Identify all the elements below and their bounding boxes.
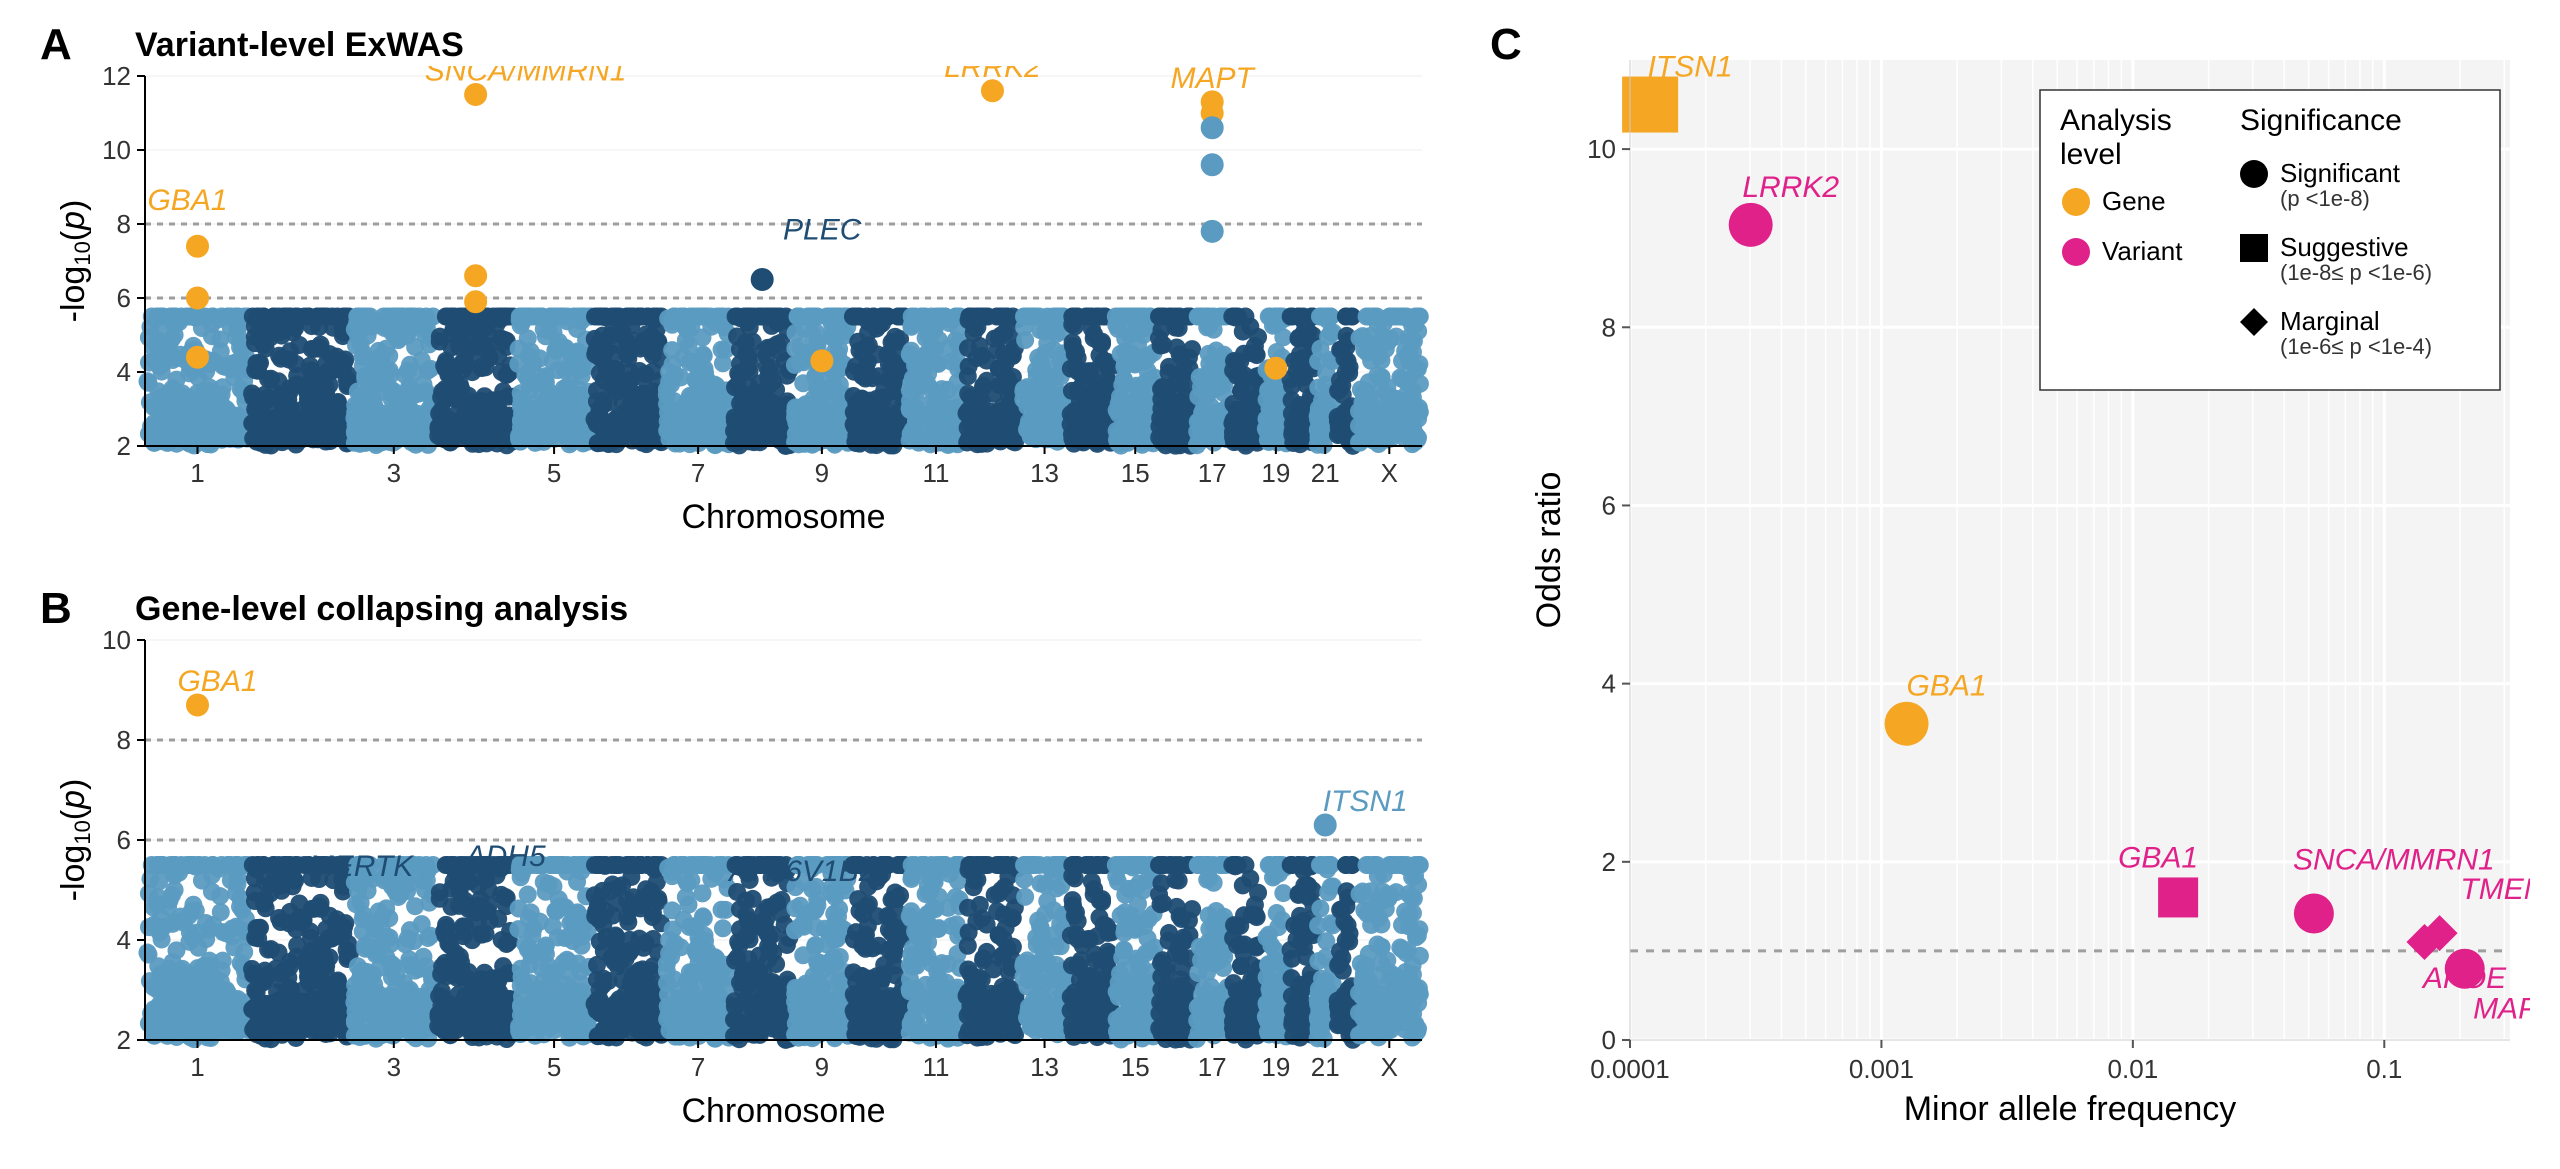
figure-root: A Variant-level ExWAS B Gene-level colla… (0, 0, 2560, 1169)
svg-text:1: 1 (190, 458, 204, 488)
panel-b-manhattan: 24681013579111315171921XChromosome-log10… (60, 630, 1440, 1140)
svg-text:PLEC: PLEC (783, 214, 862, 247)
panel-a-manhattan: 2468101213579111315171921XChromosome-log… (60, 66, 1440, 546)
panel-a-label: A (40, 20, 72, 70)
svg-text:19: 19 (1261, 458, 1290, 488)
svg-text:MAPT: MAPT (1171, 66, 1257, 95)
panel-c-scatter: ITSN1LRRK2GBA1GBA1SNCA/MMRN1TMEM175APOEM… (1530, 40, 2530, 1140)
svg-text:4: 4 (117, 357, 131, 387)
panel-a-title: Variant-level ExWAS (135, 26, 464, 65)
svg-text:SNCA/MMRN1: SNCA/MMRN1 (425, 66, 627, 88)
svg-text:15: 15 (1121, 458, 1150, 488)
svg-text:5: 5 (547, 458, 561, 488)
panel-b-label: B (40, 584, 72, 634)
svg-text:LRRK2: LRRK2 (944, 66, 1041, 84)
svg-text:17: 17 (1198, 458, 1227, 488)
svg-text:GBA1: GBA1 (147, 184, 227, 217)
svg-text:8: 8 (117, 209, 131, 239)
svg-text:12: 12 (102, 66, 131, 91)
svg-text:11: 11 (922, 458, 949, 488)
svg-text:10: 10 (102, 135, 131, 165)
svg-text:Chromosome: Chromosome (681, 498, 885, 536)
svg-text:21: 21 (1311, 458, 1340, 488)
svg-text:X: X (1381, 458, 1398, 488)
panel-c-label: C (1490, 20, 1522, 70)
svg-text:3: 3 (387, 458, 401, 488)
svg-text:2: 2 (117, 431, 131, 461)
svg-text:6: 6 (117, 283, 131, 313)
svg-text:9: 9 (815, 458, 829, 488)
svg-text:13: 13 (1030, 458, 1059, 488)
panel-b-title: Gene-level collapsing analysis (135, 590, 628, 629)
svg-text:7: 7 (691, 458, 705, 488)
svg-text:-log10(p): -log10(p) (60, 200, 95, 323)
